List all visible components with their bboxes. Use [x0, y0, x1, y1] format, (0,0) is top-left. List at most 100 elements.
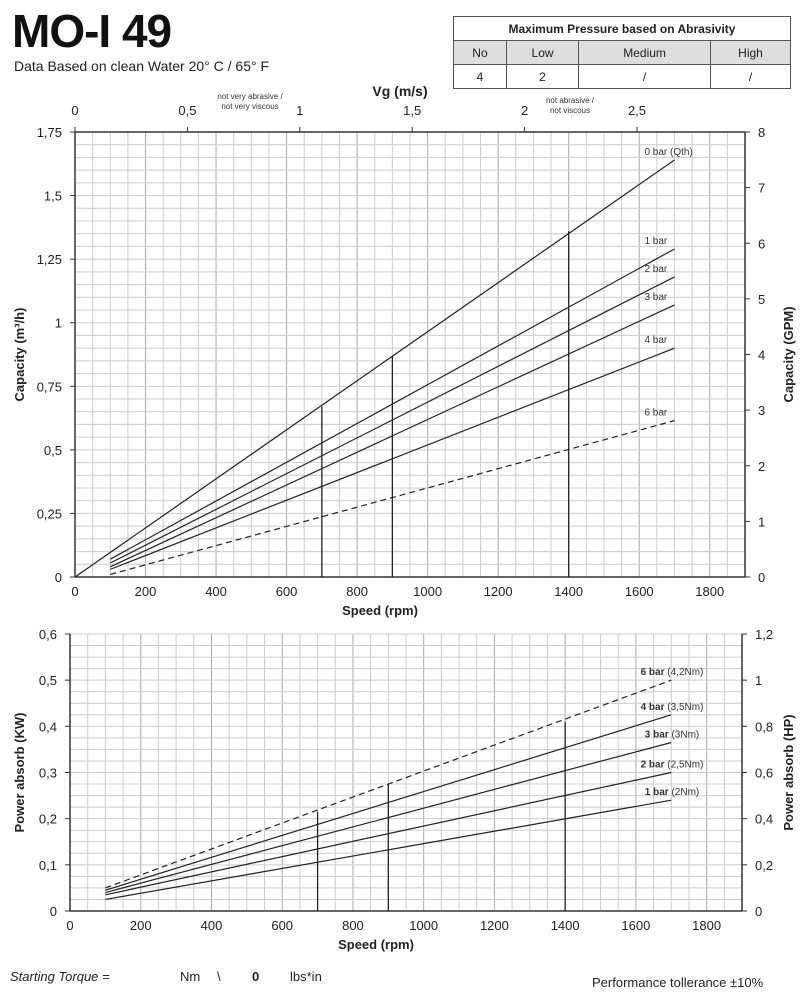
cell: 4	[453, 64, 507, 89]
cell: 2	[505, 64, 580, 89]
series-label-torque: (2,5Nm)	[667, 760, 703, 771]
x-tick-label: 1600	[625, 584, 654, 599]
x-tick-label: 0	[66, 918, 73, 933]
y2-tick-label: 6	[758, 236, 765, 251]
x2-tick-label: 2	[521, 103, 528, 118]
x-tick-label: 600	[271, 918, 293, 933]
y2-tick-label: 0,6	[755, 766, 773, 781]
series-label: 0 bar (Qth)	[644, 147, 692, 158]
x-tick-label: 1800	[695, 584, 724, 599]
y2-axis-title: Capacity (GPM)	[781, 306, 796, 402]
col-header: Low	[505, 40, 580, 65]
x-tick-label: 1200	[480, 918, 509, 933]
series-label: 1 bar (2Nm)	[645, 787, 699, 798]
y-tick-label: 1,75	[37, 125, 62, 140]
x-tick-label: 1000	[409, 918, 438, 933]
series-label: 4 bar	[644, 335, 667, 346]
y-tick-label: 0,2	[39, 812, 57, 827]
x2-axis-title: Vg (m/s)	[372, 83, 427, 99]
y2-tick-label: 0,4	[755, 812, 773, 827]
annotation-not-very-abrasive: not very abrasive /	[217, 92, 283, 101]
y-tick-label: 1,5	[44, 189, 62, 204]
series-line	[110, 304, 675, 568]
series-line	[110, 420, 675, 576]
y-tick-label: 0,3	[39, 766, 57, 781]
series-line	[105, 799, 672, 901]
x-tick-label: 800	[346, 584, 368, 599]
y-tick-label: 1	[55, 316, 62, 331]
y2-tick-label: 4	[758, 348, 765, 363]
series-label-pressure: 4 bar	[641, 702, 668, 713]
y2-tick-label: 1	[755, 673, 762, 688]
series-line	[105, 741, 672, 894]
series-label: 1 bar	[644, 236, 667, 247]
y-tick-label: 0,1	[39, 858, 57, 873]
series-line	[109, 276, 675, 564]
x-tick-label: 1200	[484, 584, 513, 599]
y2-tick-label: 0	[755, 904, 762, 919]
cell: /	[710, 64, 791, 89]
model-title: MO-I 49	[12, 5, 172, 57]
annotation-not-very-viscous: not very viscous	[221, 102, 278, 111]
y-tick-label: 0,75	[37, 379, 62, 394]
annotation-not-abrasive: not abrasive /	[546, 96, 595, 105]
series-label-pressure: 3 bar	[645, 729, 672, 740]
col-header: No	[453, 40, 507, 65]
y-tick-label: 0,6	[39, 627, 57, 642]
series-label-pressure: 6 bar	[641, 667, 668, 678]
x-axis-title: Speed (rpm)	[338, 937, 414, 952]
y-axis-title: Power absorb (KW)	[12, 713, 27, 833]
series-line	[105, 679, 672, 889]
x-tick-label: 1800	[692, 918, 721, 933]
y-tick-label: 0,5	[39, 673, 57, 688]
y-tick-label: 0,5	[44, 443, 62, 458]
x-tick-label: 0	[71, 584, 78, 599]
series-label-pressure: 2 bar	[641, 760, 668, 771]
tolerance: Performance tollerance ±10%	[592, 975, 764, 990]
y2-tick-label: 1	[758, 514, 765, 529]
x2-tick-label: 2,5	[628, 103, 646, 118]
series-label: 6 bar (4,2Nm)	[641, 667, 704, 678]
lbs-value: 0	[252, 969, 260, 984]
y-tick-label: 0	[55, 570, 62, 585]
series-label-torque: (4,2Nm)	[667, 667, 703, 678]
x-tick-label: 400	[205, 584, 227, 599]
y2-tick-label: 3	[758, 403, 765, 418]
series-label-pressure: 1 bar	[645, 787, 672, 798]
series-label-torque: (3,5Nm)	[667, 702, 703, 713]
y-tick-label: 0	[50, 904, 57, 919]
y-axis-title: Capacity (m³/h)	[12, 308, 27, 402]
y-tick-label: 0,4	[39, 719, 57, 734]
lbs-unit: lbs*in	[290, 969, 322, 984]
x-tick-label: 1600	[621, 918, 650, 933]
x2-tick-label: 0	[71, 103, 78, 118]
x-tick-label: 1400	[551, 918, 580, 933]
y-tick-label: 1,25	[37, 252, 62, 267]
series-label: 3 bar (3Nm)	[645, 729, 699, 740]
series-label: 3 bar	[644, 292, 667, 303]
separator: \	[217, 969, 221, 984]
x-tick-label: 200	[130, 918, 152, 933]
cell: /	[578, 64, 711, 89]
y2-tick-label: 5	[758, 292, 765, 307]
x2-tick-label: 1,5	[403, 103, 421, 118]
y2-tick-label: 0,8	[755, 719, 773, 734]
y2-axis-title: Power absorb (HP)	[781, 714, 796, 830]
y2-tick-label: 2	[758, 459, 765, 474]
x-axis-title: Speed (rpm)	[342, 603, 418, 618]
y2-tick-label: 1,2	[755, 627, 773, 642]
col-header: High	[710, 40, 791, 65]
series-line	[105, 714, 672, 891]
series-line	[110, 347, 675, 570]
y2-tick-label: 0	[758, 570, 765, 585]
y2-tick-label: 0,2	[755, 858, 773, 873]
series-line	[105, 771, 672, 896]
y2-tick-label: 7	[758, 181, 765, 196]
y-tick-label: 0,25	[37, 506, 62, 521]
abrasivity-table: Maximum Pressure based on Abrasivity No …	[453, 16, 791, 89]
starting-torque-label: Starting Torque =	[10, 969, 110, 984]
subtitle: Data Based on clean Water 20° C / 65° F	[14, 58, 270, 74]
x-tick-label: 600	[276, 584, 298, 599]
